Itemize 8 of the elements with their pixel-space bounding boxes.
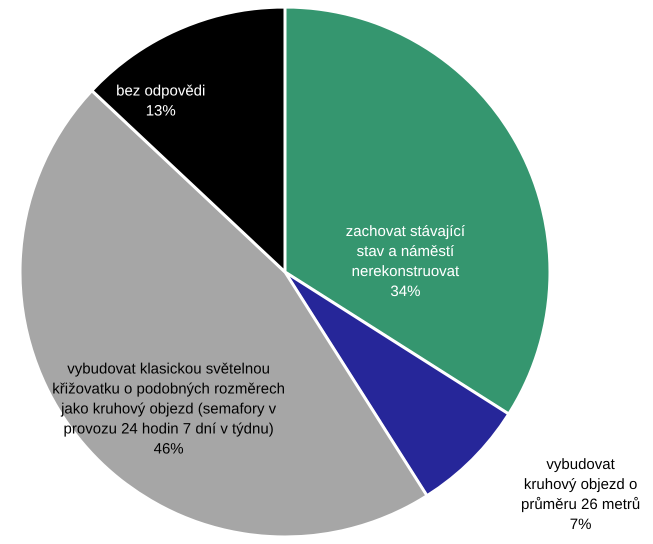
data-label: 34% bbox=[390, 283, 420, 300]
data-label: 46% bbox=[154, 440, 184, 458]
slice-label: bez odpovědi bbox=[116, 82, 206, 100]
data-label: 7% bbox=[570, 516, 592, 533]
slice-label: zachovat stávající stav a náměstí nerekonstruovat bbox=[346, 223, 466, 280]
data-label: 13% bbox=[146, 102, 176, 120]
slice-label: vybudovat klasickou světelnou křižovatku o podobných rozměrech jako kruhový objezd (semafory v provozu 24 hodin 7 dní v týdnu) bbox=[52, 360, 285, 438]
slice-label: vybudovat kruhový objezd o průměru 26 metrů bbox=[520, 456, 640, 513]
